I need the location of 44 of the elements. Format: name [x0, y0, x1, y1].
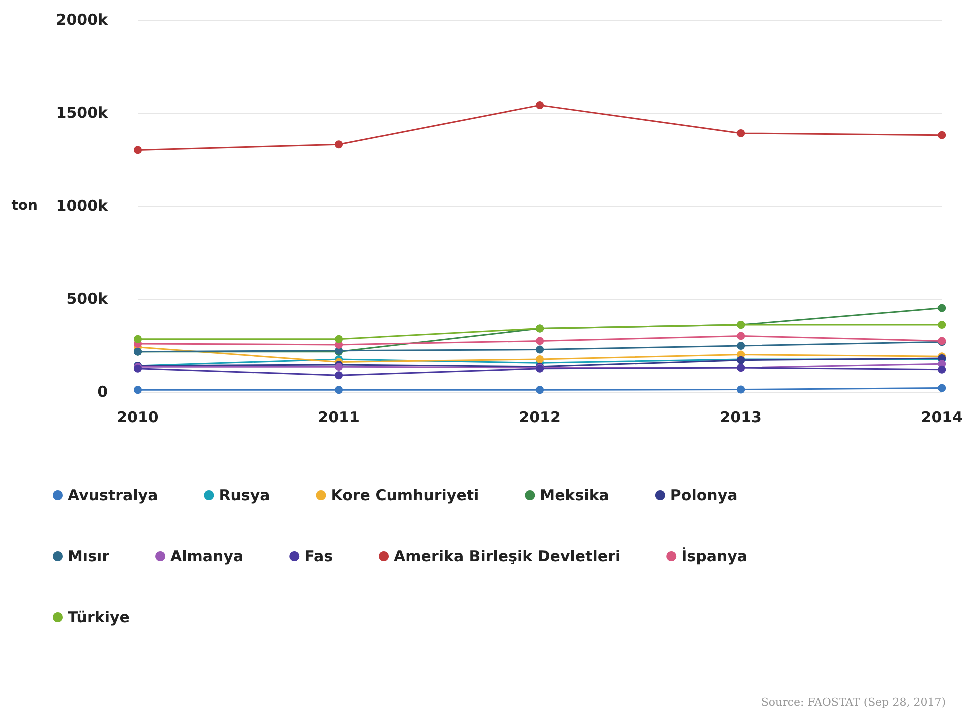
point [536, 355, 544, 364]
point [536, 386, 544, 394]
y-tick-label: 1000k [56, 197, 110, 215]
point [335, 140, 344, 149]
legend-label: Meksika [540, 486, 610, 504]
point [938, 384, 946, 392]
legend-label: İspanya [682, 548, 748, 566]
point [134, 386, 142, 394]
y-tick-label: 0 [98, 383, 108, 401]
point [335, 335, 344, 344]
legend-label: Almanya [170, 548, 244, 566]
point [335, 372, 344, 380]
legend-label: Polonya [670, 486, 738, 504]
legend-label: Avustralya [68, 486, 158, 504]
point [737, 129, 746, 138]
point [134, 146, 142, 154]
x-tick-label: 2013 [720, 408, 762, 426]
point [737, 386, 746, 394]
point [536, 346, 544, 354]
point [737, 332, 746, 340]
legend-label: Amerika Birleşik Devletleri [394, 548, 621, 566]
legend-label: Kore Cumhuriyeti [331, 486, 480, 504]
y-tick-label: 2000k [56, 11, 110, 29]
point [938, 131, 946, 140]
point [134, 335, 142, 344]
legend-label: Türkiye [68, 608, 130, 626]
legend-label: Rusya [219, 486, 270, 504]
x-tick-label: 2014 [921, 408, 963, 426]
source-note: Source: FAOSTAT (Sep 28, 2017) [761, 696, 946, 709]
y-axis-title: ton [12, 198, 38, 214]
y-tick-label: 500k [66, 290, 110, 308]
legend-label: Fas [304, 548, 334, 566]
x-tick-label: 2012 [519, 408, 561, 426]
point [938, 321, 946, 330]
point [335, 386, 344, 394]
point [536, 102, 544, 110]
x-tick-label: 2010 [117, 408, 159, 426]
y-tick-label: 1500k [56, 104, 110, 122]
point [938, 366, 946, 374]
point [536, 337, 544, 346]
point [737, 342, 746, 350]
x-tick-label: 2011 [318, 408, 360, 426]
point [938, 304, 946, 312]
legend-label: Mısır [68, 548, 110, 566]
